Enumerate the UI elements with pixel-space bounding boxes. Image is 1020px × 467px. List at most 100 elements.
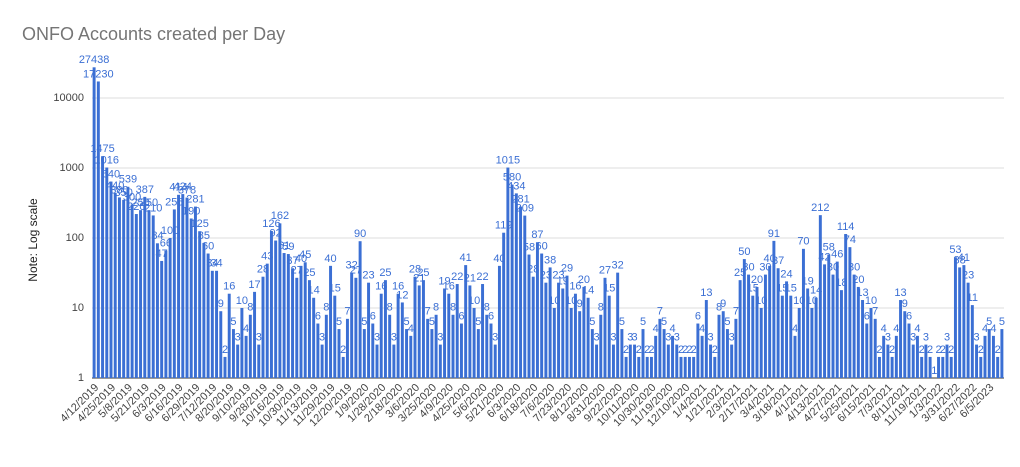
bar — [966, 282, 970, 378]
value-label: 8 — [484, 302, 490, 314]
bar — [253, 291, 257, 378]
value-label: 281 — [511, 193, 529, 205]
bar — [742, 259, 746, 378]
bar — [899, 300, 903, 378]
value-label: 2 — [712, 344, 718, 356]
value-label: 85 — [198, 230, 210, 242]
bar — [531, 276, 535, 378]
y-tick-label: 100 — [66, 232, 84, 244]
value-label: 2 — [919, 344, 925, 356]
value-label: 2 — [648, 344, 654, 356]
bar — [835, 261, 839, 378]
bar — [561, 288, 565, 378]
value-label: 210 — [144, 202, 162, 214]
value-label: 1016 — [95, 154, 119, 166]
value-label: 6 — [864, 310, 870, 322]
value-label: 9 — [720, 298, 726, 310]
value-label: 3 — [973, 332, 979, 344]
value-label: 5 — [999, 316, 1005, 328]
value-label: 34 — [206, 258, 218, 270]
bar — [941, 356, 945, 378]
bar — [181, 194, 185, 378]
bar — [937, 356, 941, 378]
value-label: 5 — [619, 316, 625, 328]
bar — [160, 260, 164, 378]
bar — [109, 181, 113, 378]
bar — [873, 318, 877, 378]
value-label: 1 — [931, 365, 937, 377]
bar — [671, 335, 675, 378]
value-label: 5 — [724, 316, 730, 328]
value-label: 5 — [336, 316, 342, 328]
bar — [177, 194, 181, 378]
bar — [324, 314, 328, 378]
value-label: 9 — [902, 298, 908, 310]
value-label: 12 — [396, 289, 408, 301]
bar — [848, 247, 852, 378]
bar — [734, 318, 738, 378]
bar — [291, 268, 295, 378]
value-label: 30 — [742, 262, 754, 274]
value-label: 11 — [967, 292, 978, 304]
bar — [907, 323, 911, 378]
bar — [962, 265, 966, 378]
bar — [455, 284, 459, 378]
bar — [185, 197, 189, 378]
value-label: 2 — [978, 344, 984, 356]
bar — [869, 308, 873, 378]
value-label: 4 — [792, 323, 798, 335]
value-label: 2 — [682, 344, 688, 356]
bar — [409, 335, 413, 378]
value-label: 19 — [438, 275, 450, 287]
value-label: 7 — [425, 306, 431, 318]
value-label: 6 — [370, 310, 376, 322]
value-label: 2 — [636, 344, 642, 356]
value-label: 37 — [286, 255, 298, 267]
value-label: 19 — [802, 275, 814, 287]
bar — [928, 356, 932, 378]
bar — [299, 265, 303, 378]
bar — [573, 293, 577, 378]
value-label: 3 — [235, 332, 241, 344]
bar — [877, 356, 881, 378]
bar — [540, 253, 544, 378]
y-axis-label: Note: Log scale — [26, 198, 40, 282]
value-label: 2 — [340, 344, 346, 356]
value-label: 32 — [346, 260, 358, 272]
value-label: 14 — [582, 285, 594, 297]
bar — [700, 335, 704, 378]
value-label: 41 — [958, 252, 970, 264]
value-label: 7 — [872, 306, 878, 318]
value-label: 9 — [577, 298, 583, 310]
bar — [751, 295, 755, 378]
bar — [354, 277, 358, 378]
bar — [620, 329, 624, 378]
value-label: 20 — [578, 274, 590, 286]
bar — [662, 329, 666, 378]
bar — [139, 210, 143, 378]
value-label: 21 — [464, 272, 476, 284]
bar — [303, 262, 307, 378]
bar — [388, 314, 392, 378]
bar — [996, 356, 1000, 378]
bar — [717, 314, 721, 378]
bar — [485, 314, 489, 378]
bar — [459, 323, 463, 378]
bar — [443, 288, 447, 378]
bar — [400, 302, 404, 378]
bar — [164, 250, 168, 378]
value-label: 25 — [303, 267, 315, 279]
value-label: 4 — [243, 323, 249, 335]
value-label: 8 — [323, 302, 329, 314]
value-label: 53 — [949, 244, 961, 256]
value-label: 5 — [475, 316, 481, 328]
bar — [641, 329, 645, 378]
value-label: 125 — [190, 218, 208, 230]
bar — [426, 318, 430, 378]
value-label: 74 — [844, 234, 856, 246]
value-label: 4 — [893, 323, 899, 335]
bar — [595, 344, 599, 378]
value-label: 8 — [450, 302, 456, 314]
value-label: 3 — [627, 332, 633, 344]
value-label: 37 — [772, 255, 784, 267]
